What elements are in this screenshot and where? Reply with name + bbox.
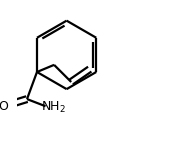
Text: NH$_2$: NH$_2$ bbox=[41, 100, 66, 115]
Text: O: O bbox=[0, 100, 8, 113]
